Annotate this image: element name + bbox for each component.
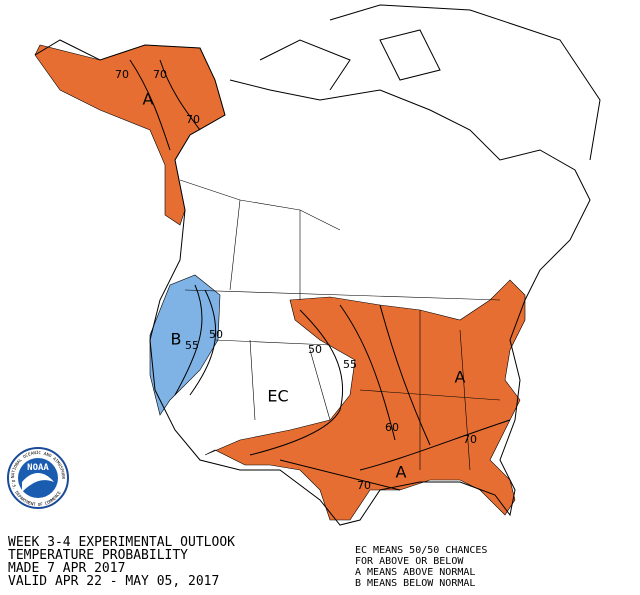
outlook-title-line: TEMPERATURE PROBABILITY <box>8 548 188 563</box>
contour-label: 70 <box>186 113 200 126</box>
legend-line: A MEANS ABOVE NORMAL <box>355 567 475 578</box>
contour-label: 50 <box>308 343 322 356</box>
contour-line <box>129 59 201 151</box>
outlook-title-line: MADE 7 APR 2017 <box>8 561 125 576</box>
outlook-title-line: VALID APR 22 - MAY 05, 2017 <box>8 574 219 589</box>
contour-label: 55 <box>343 358 357 371</box>
east-above-region <box>204 279 526 521</box>
legend-line: B MEANS BELOW NORMAL <box>355 578 475 589</box>
contour-label: 70 <box>463 433 477 446</box>
contour-label: 55 <box>185 339 199 352</box>
contour-label: 70 <box>115 68 129 81</box>
logo-name: NOAA <box>27 463 49 473</box>
contour-label: 50 <box>209 328 223 341</box>
contour-line <box>174 284 217 396</box>
state-borders <box>179 179 501 471</box>
category-label: A <box>396 463 407 482</box>
contour-label: 60 <box>385 421 399 434</box>
arctic-coastline <box>259 4 601 161</box>
category-label: B <box>171 330 182 349</box>
legend-line: FOR ABOVE OR BELOW <box>355 556 464 567</box>
outlook-title-line: WEEK 3-4 EXPERIMENTAL OUTLOOK <box>8 535 235 550</box>
logo-bird <box>22 473 54 492</box>
contour-label: 70 <box>357 479 371 492</box>
contour-line <box>249 304 511 491</box>
coastline <box>34 39 591 526</box>
category-label: A <box>143 90 154 109</box>
category-label: EC <box>267 387 288 406</box>
contour-label: 70 <box>153 68 167 81</box>
legend-line: EC MEANS 50/50 CHANCES <box>355 545 487 556</box>
category-label: A <box>455 368 466 387</box>
west-below-region <box>149 274 221 416</box>
